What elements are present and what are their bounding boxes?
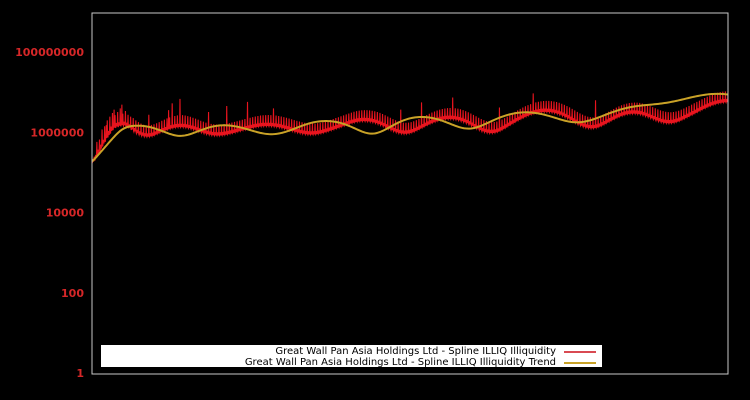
chart-legend: Great Wall Pan Asia Holdings Ltd - Splin… — [100, 344, 603, 368]
legend-label-illiquidity: Great Wall Pan Asia Holdings Ltd - Splin… — [275, 346, 556, 357]
series-illiquidity-trend — [91, 92, 729, 163]
y-axis-tick-label: 100 — [61, 287, 84, 300]
legend-swatch-trend — [564, 357, 596, 368]
y-axis-tick-label: 1000000 — [30, 126, 84, 139]
legend-swatch-illiquidity — [564, 346, 596, 357]
legend-label-trend: Great Wall Pan Asia Holdings Ltd - Splin… — [244, 357, 556, 368]
plot-background — [92, 13, 728, 374]
legend-entry-trend: Great Wall Pan Asia Holdings Ltd - Splin… — [101, 357, 602, 368]
plot-border — [91, 12, 729, 375]
y-axis-tick-label: 10000 — [46, 207, 85, 220]
legend-entry-illiquidity: Great Wall Pan Asia Holdings Ltd - Splin… — [101, 346, 602, 357]
series-illiquidity — [91, 91, 729, 164]
y-axis-tick-label: 1 — [76, 367, 84, 380]
y-axis-tick-label: 100000000 — [15, 46, 84, 59]
